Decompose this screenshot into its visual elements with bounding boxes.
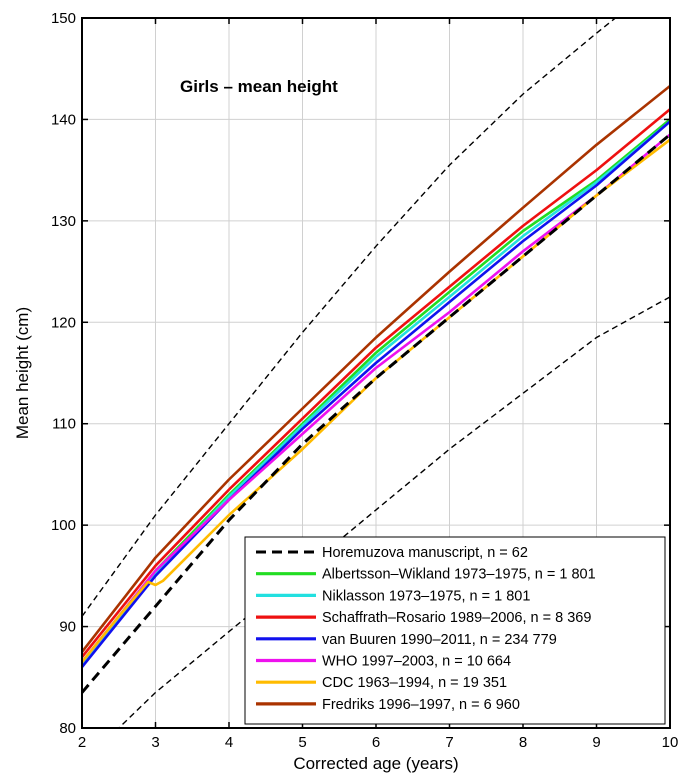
y-tick-label: 80 — [59, 720, 76, 737]
reference-bands — [82, 18, 670, 728]
legend-label: Niklasson 1973–1975, n = 1 801 — [322, 588, 530, 604]
x-tick-label: 3 — [151, 734, 159, 751]
legend-label: Schaffrath–Rosario 1989–2006, n = 8 369 — [322, 610, 591, 626]
y-tick-label: 100 — [51, 517, 76, 534]
x-tick-label: 6 — [372, 734, 380, 751]
legend-label: Albertsson–Wikland 1973–1975, n = 1 801 — [322, 567, 596, 583]
plot-area — [82, 18, 670, 728]
y-tick-label: 130 — [51, 213, 76, 230]
legend-label: van Buuren 1990–2011, n = 234 779 — [322, 632, 557, 648]
x-axis-title: Corrected age (years) — [293, 754, 458, 773]
axis-tick-labels: 2 3 4 5 6 7 8 9 10 80 90 100 110 120 130 140 150 — [51, 10, 678, 751]
legend-items: Horemuzova manuscript, n = 62 Albertsson–… — [256, 545, 596, 713]
x-tick-label: 8 — [519, 734, 527, 751]
series-line — [82, 108, 670, 658]
x-tick-label: 9 — [592, 734, 600, 751]
y-tick-label: 120 — [51, 314, 76, 331]
series-line — [82, 133, 670, 694]
x-tick-label: 7 — [445, 734, 453, 751]
legend-label: Fredriks 1996–1997, n = 6 960 — [322, 697, 520, 713]
x-tick-label: 2 — [78, 734, 86, 751]
series-lines — [82, 84, 670, 694]
x-tick-label: 5 — [298, 734, 306, 751]
y-tick-label: 150 — [51, 10, 76, 27]
series-line — [82, 133, 670, 663]
y-tick-label: 110 — [52, 416, 76, 433]
chart-title: Girls – mean height — [180, 77, 338, 96]
x-tick-label: 10 — [662, 734, 679, 751]
legend-label: Horemuzova manuscript, n = 62 — [322, 545, 528, 561]
y-tick-label: 140 — [51, 111, 76, 128]
legend-label: CDC 1963–1994, n = 19 351 — [322, 675, 507, 691]
x-tick-label: 4 — [225, 734, 233, 751]
axis-ticks — [81, 17, 671, 729]
reference-band-line — [82, 18, 617, 617]
series-line — [82, 84, 670, 653]
y-tick-label: 90 — [59, 619, 76, 636]
y-axis-title: Mean height (cm) — [13, 307, 32, 439]
reference-band-line — [117, 296, 670, 728]
legend: Horemuzova manuscript, n = 62 Albertsson–… — [244, 536, 666, 725]
legend-box — [244, 536, 666, 725]
series-line — [82, 120, 670, 668]
legend-label: WHO 1997–2003, n = 10 664 — [322, 654, 511, 670]
